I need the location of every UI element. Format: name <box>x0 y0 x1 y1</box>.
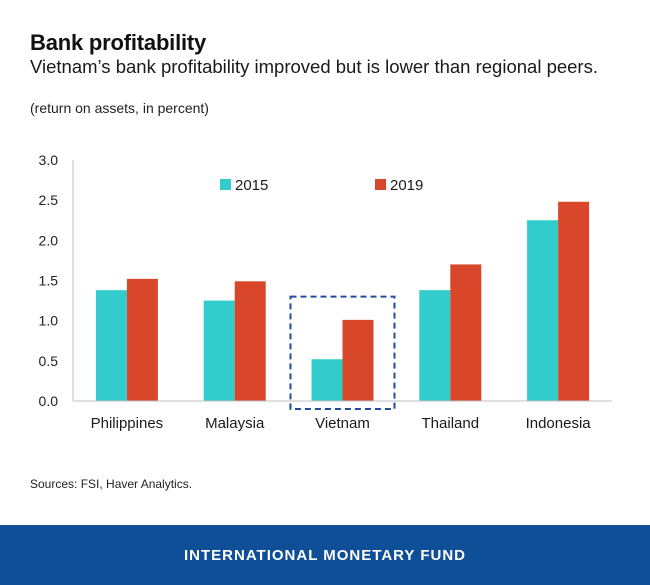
x-tick-label: Malaysia <box>205 415 265 432</box>
y-tick-label: 0.5 <box>39 353 59 369</box>
bar-chart: 0.0 0.5 1.0 1.5 2.0 2.5 3.0 Philippines Malaysia… <box>39 152 612 432</box>
y-tick-label: 2.0 <box>39 232 59 248</box>
imf-footer-banner: INTERNATIONAL MONETARY FUND <box>0 525 650 585</box>
bar-2015-philippines <box>95 290 127 401</box>
bar-2019-philippines <box>126 278 158 401</box>
x-tick-label: Philippines <box>91 415 164 432</box>
bar-2015-malaysia <box>203 300 235 401</box>
x-tick-label: Indonesia <box>526 415 592 432</box>
legend-swatch-2019 <box>375 179 386 190</box>
bar-2015-thailand <box>419 290 451 401</box>
units-note: (return on assets, in percent) <box>30 100 209 116</box>
sources-note: Sources: FSI, Haver Analytics. <box>30 477 193 491</box>
chart-subtitle: Vietnam’s bank profitability improved bu… <box>30 56 598 77</box>
x-tick-label: Thailand <box>422 415 480 432</box>
bar-2019-indonesia <box>558 201 590 401</box>
legend-label-2019: 2019 <box>390 177 423 194</box>
legend-swatch-2015 <box>220 179 231 190</box>
y-tick-label: 0.0 <box>39 393 59 409</box>
y-tick-label: 2.5 <box>39 192 59 208</box>
chart-title: Bank profitability <box>30 30 207 55</box>
bar-2015-vietnam <box>311 359 343 401</box>
footer-label: INTERNATIONAL MONETARY FUND <box>184 546 466 564</box>
legend-label-2015: 2015 <box>235 177 268 194</box>
highlight-box-vietnam <box>289 295 396 411</box>
y-tick-label: 1.0 <box>39 313 59 329</box>
x-tick-label: Vietnam <box>315 415 370 432</box>
bar-2015-indonesia <box>527 220 559 401</box>
y-tick-label: 1.5 <box>39 273 59 289</box>
bar-2019-vietnam <box>342 319 374 401</box>
y-tick-label: 3.0 <box>39 152 59 168</box>
bar-2019-malaysia <box>234 281 266 401</box>
bar-2019-thailand <box>450 264 482 401</box>
